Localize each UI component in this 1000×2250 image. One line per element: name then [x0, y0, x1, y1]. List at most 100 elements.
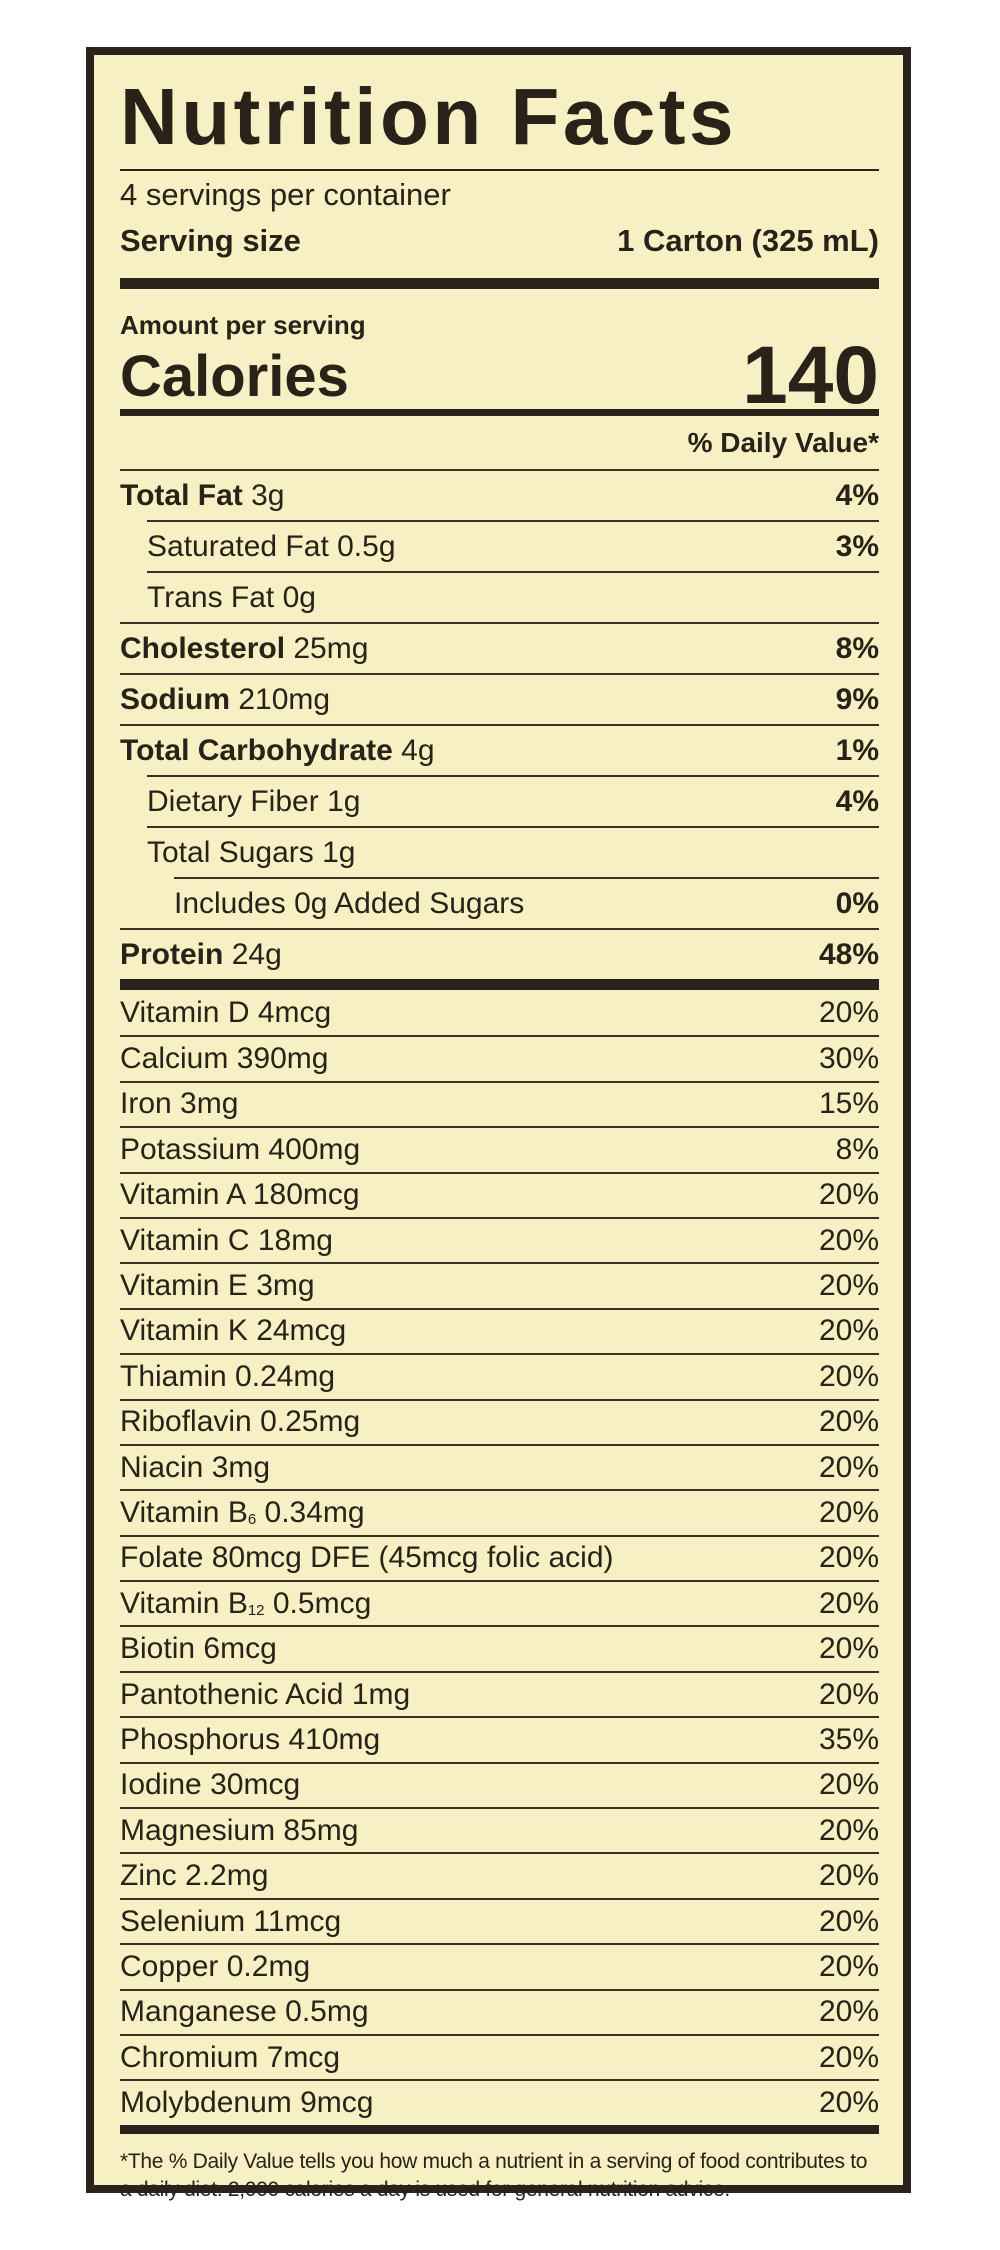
nutrient-label: Total Sugars 1g	[147, 836, 355, 870]
vitamin-amount: 390mg	[236, 1042, 329, 1076]
vitamin-label: Vitamin B12 0.5mcg	[120, 1587, 371, 1621]
nutrient-amount: 25mg	[293, 631, 369, 665]
vitamin-label: Riboflavin 0.25mg	[120, 1405, 360, 1439]
divider-thick	[120, 278, 879, 289]
vitamin-row: Iron 3mg 15%	[120, 1080, 879, 1126]
vitamin-amount: 4mcg	[257, 995, 332, 1029]
vitamin-label: Manganese 0.5mg	[120, 1995, 369, 2029]
nutrient-amount: 0.5g	[337, 529, 396, 563]
vitamin-label: Vitamin E 3mg	[120, 1269, 315, 1303]
nutrient-row: Sodium 210mg 9%	[120, 673, 879, 724]
vitamin-name: Vitamin K	[120, 1314, 248, 1348]
vitamin-daily-value: 20%	[818, 1768, 879, 1802]
nutrient-label: Saturated Fat 0.5g	[147, 530, 396, 564]
vitamin-name: Vitamin A	[120, 1178, 245, 1212]
vitamin-label: Molybdenum 9mcg	[120, 2086, 373, 2120]
nutrient-list: Total Fat 3g 4% Saturated Fat 0.5g 3% Trans …	[120, 469, 879, 979]
vitamin-label: Magnesium 85mg	[120, 1814, 358, 1848]
nutrient-daily-value: 3%	[835, 529, 879, 563]
vitamin-label: Copper 0.2mg	[120, 1950, 310, 1984]
nutrient-name: Total Carbohydrate	[120, 733, 393, 767]
vitamin-name: Riboflavin	[120, 1405, 252, 1439]
amount-per-serving: Amount per serving	[120, 310, 366, 340]
vitamin-row: Chromium 7mcg 20%	[120, 2033, 879, 2079]
vitamin-subscript: 12	[247, 1601, 265, 1619]
nutrition-facts-label: Nutrition Facts 4 servings per container…	[86, 47, 911, 2201]
vitamin-label: Vitamin A 180mcg	[120, 1178, 360, 1212]
vitamin-daily-value: 20%	[818, 995, 879, 1029]
vitamin-amount: 0.34mg	[264, 1495, 365, 1529]
vitamin-label: Selenium 11mcg	[120, 1905, 341, 1939]
nutrient-amount: 3g	[251, 478, 285, 512]
nutrient-name: Includes 0g Added Sugars	[174, 886, 525, 920]
vitamin-name: Chromium	[120, 2040, 259, 2074]
nutrient-row: Cholesterol 25mg 8%	[120, 622, 879, 673]
nutrient-row: Total Sugars 1g	[147, 826, 879, 877]
vitamin-amount: 80mcg DFE (45mcg folic acid)	[211, 1541, 614, 1575]
divider-thick	[120, 979, 879, 990]
vitamin-name: Pantothenic Acid	[120, 1677, 344, 1711]
nutrient-name: Trans Fat	[147, 580, 275, 614]
vitamin-amount: 3mg	[180, 1087, 239, 1121]
vitamin-row: Vitamin K 24mcg 20%	[120, 1307, 879, 1353]
nutrient-daily-value: 4%	[835, 478, 879, 512]
vitamin-amount: 0.5mcg	[272, 1586, 372, 1620]
vitamin-label: Phosphorus 410mg	[120, 1723, 380, 1757]
vitamin-row: Phosphorus 410mg 35%	[120, 1716, 879, 1761]
vitamin-label: Pantothenic Acid 1mg	[120, 1678, 410, 1712]
vitamin-subscript: 6	[247, 1510, 257, 1528]
vitamin-list: Vitamin D 4mcg 20% Calcium 390mg 30% Iron 3m…	[120, 990, 879, 2125]
servings-per-container: 4 servings per container	[120, 176, 451, 212]
footnote: *The % Daily Value tells you how much a …	[120, 2149, 868, 2201]
vitamin-row: Biotin 6mcg 20%	[120, 1625, 879, 1670]
vitamin-amount: 0.25mg	[260, 1405, 361, 1439]
vitamin-daily-value: 20%	[818, 1586, 879, 1620]
vitamin-row: Iodine 30mcg 20%	[120, 1761, 879, 1807]
vitamin-daily-value: 20%	[818, 1995, 879, 2029]
vitamin-name: Potassium	[120, 1132, 261, 1166]
nutrient-label: Cholesterol 25mg	[120, 632, 368, 666]
vitamin-row: Manganese 0.5mg 20%	[120, 1988, 879, 2034]
daily-value-header: % Daily Value*	[687, 426, 879, 458]
vitamin-label: Vitamin D 4mcg	[120, 996, 331, 1030]
vitamin-daily-value: 20%	[818, 1269, 879, 1303]
vitamin-daily-value: 35%	[818, 1722, 879, 1756]
vitamin-row: Vitamin D 4mcg 20%	[120, 990, 879, 1035]
nutrient-row: Trans Fat 0g	[147, 571, 879, 622]
vitamin-daily-value: 20%	[818, 2086, 879, 2120]
vitamin-amount: 24mcg	[256, 1314, 347, 1348]
vitamin-daily-value: 20%	[818, 1541, 879, 1575]
vitamin-label: Iodine 30mcg	[120, 1768, 300, 1802]
vitamin-row: Niacin 3mg 20%	[120, 1443, 879, 1489]
vitamin-amount: 410mg	[288, 1722, 381, 1756]
serving-size-value: 1 Carton (325 mL)	[617, 223, 879, 258]
nutrient-row: Saturated Fat 0.5g 3%	[147, 520, 879, 571]
nutrient-label: Trans Fat 0g	[147, 581, 316, 615]
vitamin-name: Vitamin B	[120, 1495, 248, 1529]
vitamin-daily-value: 20%	[818, 1949, 879, 1983]
vitamin-daily-value: 20%	[818, 1813, 879, 1847]
vitamin-daily-value: 20%	[818, 1859, 879, 1893]
vitamin-amount: 18mg	[257, 1223, 333, 1257]
nutrient-amount: 1g	[322, 835, 356, 869]
vitamin-name: Folate	[120, 1541, 204, 1575]
vitamin-row: Magnesium 85mg 20%	[120, 1807, 879, 1852]
nutrient-label: Total Carbohydrate 4g	[120, 734, 435, 768]
nutrient-row: Total Fat 3g 4%	[120, 469, 879, 520]
vitamin-name: Calcium	[120, 1042, 229, 1076]
vitamin-row: Riboflavin 0.25mg 20%	[120, 1398, 879, 1444]
nutrient-label: Sodium 210mg	[120, 683, 330, 717]
nutrient-name: Total Sugars	[147, 835, 314, 869]
vitamin-amount: 0.5mg	[285, 1995, 369, 2029]
vitamin-amount: 400mg	[268, 1132, 361, 1166]
vitamin-row: Selenium 11mcg 20%	[120, 1897, 879, 1943]
vitamin-amount: 11mcg	[253, 1904, 342, 1938]
serving-size: Serving size 1 Carton (325 mL)	[120, 218, 879, 264]
vitamin-label: Zinc 2.2mg	[120, 1859, 268, 1893]
vitamin-name: Manganese	[120, 1995, 277, 2029]
vitamin-name: Iron	[120, 1087, 172, 1121]
nutrient-row: Dietary Fiber 1g 4%	[147, 775, 879, 826]
calories-row: Calories 140	[120, 335, 879, 417]
vitamin-row: Calcium 390mg 30%	[120, 1035, 879, 1080]
vitamin-amount: 180mcg	[252, 1178, 360, 1212]
